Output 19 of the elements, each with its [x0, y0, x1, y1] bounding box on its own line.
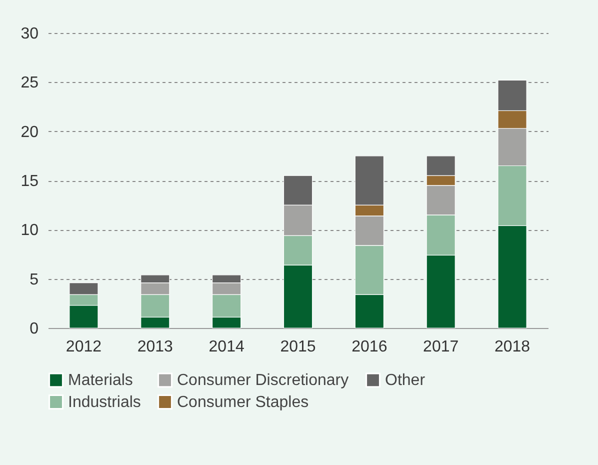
- legend-label: Other: [385, 372, 426, 390]
- y-tick-label: 0: [30, 320, 39, 338]
- y-tick-label: 5: [30, 271, 39, 288]
- y-tick-label: 15: [20, 173, 39, 190]
- legend-label: Consumer Discretionary: [177, 372, 349, 390]
- x-tick-label: 2016: [352, 338, 388, 356]
- legend-label: Materials: [68, 372, 133, 390]
- y-tick-label: 30: [20, 26, 39, 42]
- x-tick-label: 2013: [137, 338, 174, 356]
- x-tick-label: 2012: [66, 338, 102, 356]
- legend-label: Consumer Staples: [177, 394, 309, 411]
- y-tick-label: 25: [20, 74, 39, 92]
- y-tick-label: 10: [20, 222, 39, 240]
- x-tick-label: 2017: [423, 338, 459, 356]
- x-tick-label: 2014: [208, 338, 244, 356]
- x-tick-label: 2018: [494, 338, 530, 356]
- x-tick-label: 2015: [280, 338, 316, 356]
- y-tick-label: 20: [20, 124, 39, 141]
- legend-label: Industrials: [68, 394, 141, 411]
